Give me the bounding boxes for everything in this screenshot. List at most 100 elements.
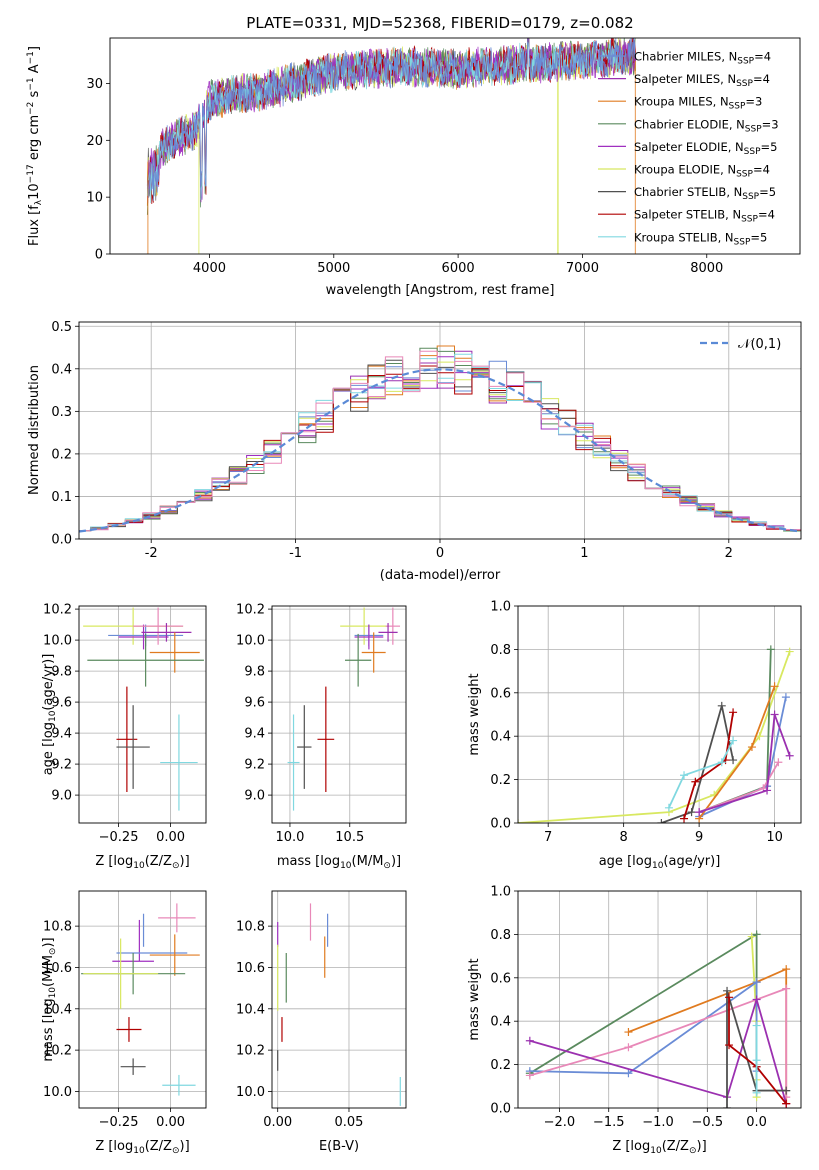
y-tick-label: 0: [95, 248, 103, 263]
y-tick-label: 0.2: [490, 773, 511, 788]
y-tick-label: 9.4: [51, 727, 72, 742]
baseline: ]: [27, 46, 42, 51]
axes-frame: [78, 605, 207, 824]
x-tick-label: 8000: [690, 261, 723, 276]
data-point: [723, 1104, 732, 1108]
y-tick-label: 10.2: [43, 603, 72, 618]
data-point: [525, 1036, 534, 1045]
baseline: )]: [41, 937, 56, 947]
axes-frame: [517, 890, 802, 1109]
x-axis-label: Z [log10(Z/Z⊙)]: [95, 854, 189, 871]
x-tick-label: 4000: [193, 261, 226, 276]
data-point: [624, 1069, 633, 1078]
y-axis-label: mass [log10(M/M⊙)]: [41, 937, 58, 1061]
data-point: [752, 995, 761, 1004]
xlabel-sub: ⊙: [172, 1146, 180, 1156]
xlabel-sub: ⊙: [172, 861, 180, 871]
residuals-panel: -2 -1 0 1 2 0.0 0.1 0.2 0.3 0.4 0.5 𝒩(0,1) (data-mod…: [27, 320, 802, 583]
data-point: [770, 682, 779, 691]
y-tick-label: 0.4: [490, 1015, 511, 1030]
data-point: [729, 708, 738, 717]
x-tick-label: 0.00: [263, 1115, 292, 1130]
ylabel-sup: −1: [26, 77, 36, 90]
data-point: [624, 1028, 633, 1037]
xlabel-sub: 10: [133, 1146, 145, 1156]
y-tick-label: 0.8: [490, 928, 511, 943]
baseline: (Z/Z⊙)]: [662, 1139, 707, 1156]
data-point: [752, 1088, 761, 1097]
spectrum-line: [146, 39, 623, 204]
y-tick-label: 9.0: [244, 789, 265, 804]
data-point: [782, 965, 791, 974]
x-tick-label: -1: [289, 546, 302, 561]
baseline: =3: [745, 95, 762, 109]
y-tick-label: 0.2: [51, 447, 72, 462]
series-line: [518, 651, 791, 823]
data-point: [752, 978, 761, 987]
x-tick-label: 7: [544, 830, 552, 845]
data-point: [766, 645, 775, 654]
series-line: [728, 997, 787, 1105]
ylabel-sub: λ: [34, 199, 44, 205]
baseline: =5: [761, 140, 778, 154]
baseline: )]: [180, 1139, 190, 1154]
y-tick-label: 0.1: [51, 490, 72, 505]
y-tick-label: 9.6: [51, 696, 72, 711]
y-tick-label: 9.8: [244, 665, 265, 680]
y-tick-label: 10.4: [43, 1002, 72, 1017]
series-line: [683, 712, 734, 819]
y-tick-label: 9.0: [51, 789, 72, 804]
y-tick-label: 0.8: [490, 643, 511, 658]
plot-area: [525, 930, 791, 1108]
data-point: [747, 932, 756, 941]
xlabel-sub: ⊙: [383, 861, 391, 871]
axes-frame: [271, 890, 407, 1109]
data-point: [691, 777, 700, 786]
baseline: (Z/Z⊙)]: [145, 854, 190, 871]
age-vs-metallicity-panel: −0.25 0.00 9.0 9.2 9.4 9.6 9.8 10.0 10.2 Z [log10…: [41, 603, 207, 871]
x-axis-label: wavelength [Angstrom, rest frame]: [326, 283, 555, 298]
legend-sub: SSP: [742, 192, 759, 202]
legend-label: Kroupa STELIB, NSSP=5: [634, 230, 767, 247]
axes-frame: [109, 37, 801, 255]
data-point: [782, 1086, 791, 1095]
x-tick-label: 2: [725, 546, 733, 561]
baseline: =4: [754, 50, 771, 64]
baseline: =4: [758, 208, 775, 222]
y-tick-label: 20: [86, 134, 103, 149]
baseline: =4: [753, 72, 770, 86]
baseline: (Z/Z⊙)]: [145, 1139, 190, 1156]
data-point: [657, 819, 666, 823]
legend-label: 𝒩(0,1): [738, 337, 781, 352]
y-tick-label: 10.2: [236, 603, 265, 618]
data-point: [729, 756, 738, 765]
baseline: =5: [759, 185, 776, 199]
data-point: [752, 1056, 761, 1065]
x-tick-label: 0.00: [156, 830, 185, 845]
y-tick-label: 9.8: [51, 665, 72, 680]
y-tick-label: 0.3: [51, 405, 72, 420]
x-tick-label: 0.0: [746, 1115, 767, 1130]
y-tick-label: 0.0: [490, 1102, 511, 1117]
y-axis-label: age [log10(age/yr)]: [41, 654, 58, 776]
x-tick-label: 1: [580, 546, 588, 561]
axes-frame: [78, 321, 802, 540]
y-tick-label: 0.6: [490, 971, 511, 986]
weight-vs-age-panel: 7 8 9 10 0.0 0.2 0.4 0.6 0.8 1.0 age [log10(age/yr…: [467, 600, 802, 871]
y-tick-label: 10.8: [236, 920, 265, 935]
xlabel-sub: 10: [650, 1146, 662, 1156]
baseline: )]: [180, 854, 190, 869]
baseline: =5: [750, 230, 767, 244]
data-point: [785, 751, 794, 760]
legend-sub: SSP: [744, 147, 761, 157]
x-tick-label: 10: [766, 830, 783, 845]
baseline: erg cm: [27, 115, 42, 164]
data-point: [774, 758, 783, 767]
legend-label: Kroupa ELODIE, NSSP=4: [634, 163, 770, 180]
y-tick-label: 9.6: [244, 696, 265, 711]
y-tick-label: 10.0: [236, 634, 265, 649]
data-point: [781, 693, 790, 702]
plot-area: [287, 607, 401, 811]
y-tick-label: 10.6: [236, 961, 265, 976]
x-tick-label: −1.5: [593, 1115, 625, 1130]
